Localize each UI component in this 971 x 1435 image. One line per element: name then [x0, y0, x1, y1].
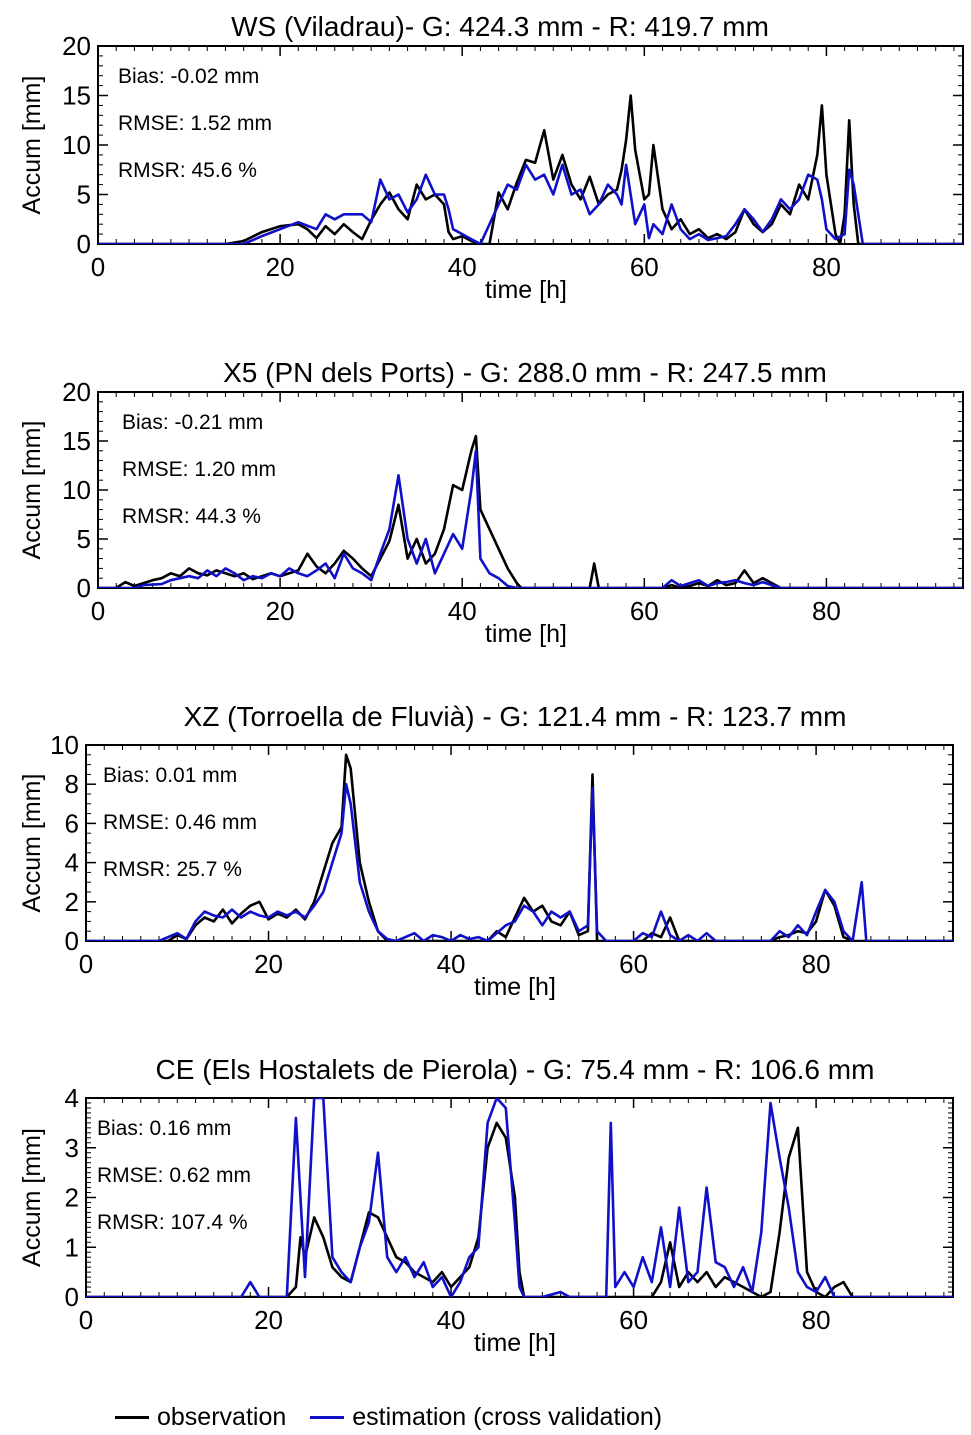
series-line-estimation — [86, 1098, 953, 1297]
y-tick-label: 1 — [65, 1232, 79, 1262]
y-tick-label: 3 — [65, 1133, 79, 1163]
stats-annotation: RMSE: 1.52 mm — [118, 112, 272, 135]
x-tick-label: 80 — [812, 596, 841, 626]
x-tick-label: 0 — [79, 1305, 93, 1335]
x-tick-label: 20 — [266, 252, 295, 282]
x-axis-label: time [h] — [474, 1329, 556, 1357]
x-tick-label: 40 — [437, 1305, 466, 1335]
stats-annotation: RMSE: 0.62 mm — [97, 1164, 251, 1187]
chart-panel-3: XZ (Torroella de Fluvià) - G: 121.4 mm -… — [18, 701, 954, 1001]
chart-panel-2: X5 (PN dels Ports) - G: 288.0 mm - R: 24… — [18, 357, 964, 648]
y-tick-label: 10 — [62, 475, 91, 505]
y-axis-label: Accum [mm] — [18, 774, 46, 913]
legend-swatch-observation — [115, 1415, 149, 1419]
stats-annotation: Bias: -0.21 mm — [122, 411, 263, 434]
stats-annotation: Bias: 0.01 mm — [103, 764, 237, 787]
y-tick-label: 6 — [65, 808, 79, 838]
x-tick-label: 60 — [619, 949, 648, 979]
x-tick-label: 0 — [91, 596, 105, 626]
x-tick-label: 80 — [812, 252, 841, 282]
y-tick-label: 10 — [62, 130, 91, 160]
series-line-estimation — [86, 782, 953, 941]
y-tick-label: 10 — [50, 730, 79, 760]
chart-title: CE (Els Hostalets de Pierola) - G: 75.4 … — [156, 1054, 875, 1085]
x-axis-label: time [h] — [474, 973, 556, 1001]
y-tick-label: 4 — [65, 848, 79, 878]
x-tick-label: 0 — [91, 252, 105, 282]
x-tick-label: 40 — [448, 596, 477, 626]
stats-annotation: RMSR: 25.7 % — [103, 858, 242, 881]
chart-panel-1: WS (Viladrau)- G: 424.3 mm - R: 419.7 mm… — [18, 11, 964, 304]
chart-title: WS (Viladrau)- G: 424.3 mm - R: 419.7 mm — [231, 11, 769, 42]
x-tick-label: 60 — [619, 1305, 648, 1335]
y-tick-label: 0 — [77, 573, 91, 603]
x-tick-label: 80 — [802, 949, 831, 979]
legend-item-observation: observation — [115, 1403, 286, 1432]
y-tick-label: 15 — [62, 426, 91, 456]
x-tick-label: 80 — [802, 1305, 831, 1335]
series-line-estimation — [98, 449, 963, 588]
x-tick-label: 20 — [254, 949, 283, 979]
y-axis-label: Accum [mm] — [18, 76, 46, 215]
y-tick-label: 2 — [65, 1183, 79, 1213]
x-tick-label: 20 — [266, 596, 295, 626]
x-tick-label: 60 — [630, 252, 659, 282]
stats-annotation: RMSR: 44.3 % — [122, 505, 261, 528]
stats-annotation: Bias: -0.02 mm — [118, 65, 259, 88]
y-tick-label: 15 — [62, 81, 91, 111]
legend-item-estimation: estimation (cross validation) — [310, 1403, 662, 1432]
chart-title: XZ (Torroella de Fluvià) - G: 121.4 mm -… — [184, 701, 847, 732]
x-tick-label: 20 — [254, 1305, 283, 1335]
y-tick-label: 8 — [65, 769, 79, 799]
x-axis-label: time [h] — [485, 276, 567, 304]
stats-annotation: RMSE: 0.46 mm — [103, 811, 257, 834]
legend-swatch-estimation — [310, 1415, 345, 1419]
legend: observation estimation (cross validation… — [115, 1402, 662, 1432]
legend-label-observation: observation — [157, 1402, 287, 1431]
x-tick-label: 40 — [437, 949, 466, 979]
y-tick-label: 0 — [77, 229, 91, 259]
chart-panel-4: CE (Els Hostalets de Pierola) - G: 75.4 … — [18, 1054, 954, 1357]
y-tick-label: 0 — [65, 1282, 79, 1312]
y-tick-label: 0 — [65, 926, 79, 956]
series-line-observation — [98, 94, 963, 244]
y-tick-label: 20 — [62, 31, 91, 61]
series-line-estimation — [98, 163, 963, 244]
stats-annotation: RMSE: 1.20 mm — [122, 458, 276, 481]
stats-annotation: Bias: 0.16 mm — [97, 1117, 231, 1140]
series-line-observation — [98, 434, 963, 588]
stats-annotation: RMSR: 45.6 % — [118, 159, 257, 182]
y-axis-label: Accum [mm] — [18, 1128, 46, 1267]
y-tick-label: 20 — [62, 377, 91, 407]
x-tick-label: 60 — [630, 596, 659, 626]
x-tick-label: 0 — [79, 949, 93, 979]
y-tick-label: 5 — [77, 524, 91, 554]
x-axis-label: time [h] — [485, 620, 567, 648]
stats-annotation: RMSR: 107.4 % — [97, 1211, 248, 1234]
y-tick-label: 4 — [65, 1083, 79, 1113]
legend-label-estimation: estimation (cross validation) — [352, 1402, 663, 1431]
y-axis-label: Accum [mm] — [18, 421, 46, 560]
chart-title: X5 (PN dels Ports) - G: 288.0 mm - R: 24… — [223, 357, 827, 388]
y-tick-label: 5 — [77, 180, 91, 210]
y-tick-label: 2 — [65, 887, 79, 917]
x-tick-label: 40 — [448, 252, 477, 282]
